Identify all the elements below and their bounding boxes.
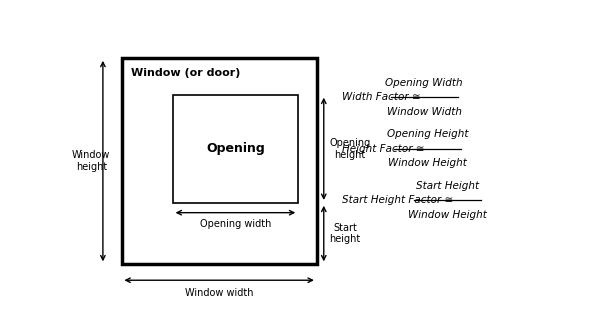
Text: Window
height: Window height xyxy=(72,150,110,172)
Text: Start Height Factor ≅: Start Height Factor ≅ xyxy=(343,196,454,205)
Text: Height Factor ≅: Height Factor ≅ xyxy=(343,144,425,154)
Text: Opening Width: Opening Width xyxy=(385,78,463,88)
Text: Window Height: Window Height xyxy=(388,158,467,168)
Text: Opening
height: Opening height xyxy=(329,138,371,160)
Text: Opening Height: Opening Height xyxy=(387,130,468,139)
Text: Start
height: Start height xyxy=(329,223,361,244)
Text: Opening: Opening xyxy=(206,142,265,155)
Text: Window Height: Window Height xyxy=(408,210,487,220)
Text: Width Factor ≅: Width Factor ≅ xyxy=(343,92,421,102)
Text: Window Width: Window Width xyxy=(386,107,461,116)
Bar xyxy=(121,58,317,264)
Bar xyxy=(173,95,298,203)
Text: Window (or door): Window (or door) xyxy=(131,68,240,78)
Text: Opening width: Opening width xyxy=(200,219,271,229)
Text: Start Height: Start Height xyxy=(416,181,479,191)
Text: Window width: Window width xyxy=(185,288,253,298)
